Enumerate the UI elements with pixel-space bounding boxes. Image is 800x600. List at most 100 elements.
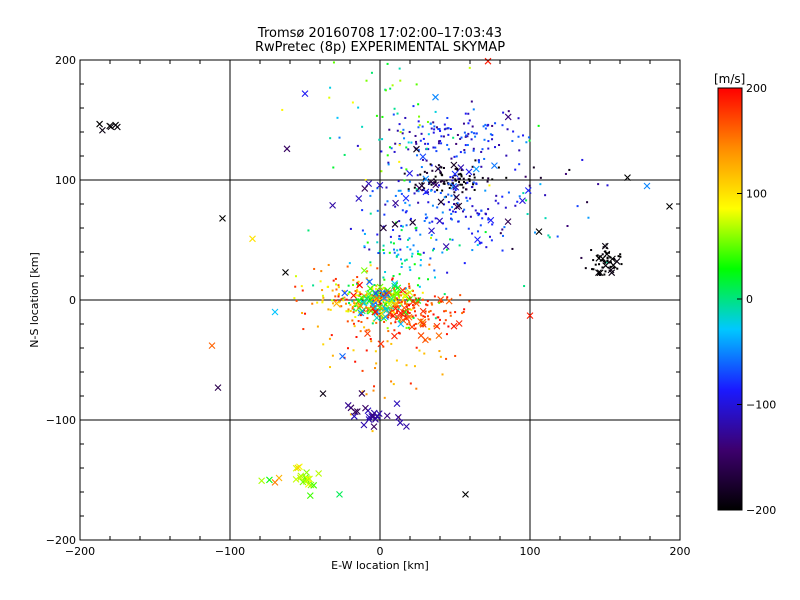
data-point-dot <box>483 157 486 160</box>
data-point-dot <box>384 270 387 273</box>
data-point-dot <box>430 234 433 237</box>
data-point-cross <box>271 479 279 486</box>
data-point-dot <box>497 202 500 205</box>
data-point-dot <box>439 129 442 132</box>
data-point-cross <box>418 182 426 189</box>
data-point-cross <box>365 180 373 188</box>
data-point-dot <box>327 263 330 266</box>
colorbar-label: [m/s] <box>714 72 745 86</box>
data-point-cross <box>419 321 427 328</box>
data-point-dot <box>414 134 417 137</box>
data-point-cross <box>399 286 406 294</box>
data-point-dot <box>357 320 360 323</box>
data-point-cross <box>504 113 512 121</box>
data-point-dot <box>505 176 508 179</box>
data-point-dot <box>596 254 599 257</box>
data-point-dot <box>390 322 393 325</box>
data-point-cross <box>402 194 410 202</box>
data-point-dot <box>412 307 415 310</box>
data-point-cross <box>383 290 390 297</box>
data-point-dot <box>356 284 359 287</box>
data-point-dot <box>495 194 498 197</box>
data-point-dot <box>365 349 368 352</box>
data-point-dot <box>369 264 372 267</box>
data-point-dot <box>447 182 450 185</box>
data-point-dot <box>406 246 409 249</box>
data-point-dot <box>347 310 350 313</box>
data-point-dot <box>446 116 449 119</box>
data-point-cross <box>409 298 417 306</box>
data-point-cross <box>435 332 443 339</box>
data-point-dot <box>398 273 401 276</box>
data-point-dot <box>398 143 401 146</box>
data-point-dot <box>304 312 307 315</box>
data-point-dot <box>430 127 433 130</box>
data-point-dot <box>352 279 355 282</box>
data-point-dot <box>397 189 400 192</box>
data-point-cross <box>113 123 121 131</box>
data-point-dot <box>501 124 504 127</box>
data-point-dot <box>356 276 359 279</box>
data-point-dot <box>427 278 430 281</box>
data-point-dot <box>407 282 410 285</box>
data-point-dot <box>436 189 439 192</box>
data-point-dot <box>445 227 448 230</box>
data-point-dot <box>491 178 494 181</box>
data-point-dot <box>606 261 609 264</box>
data-point-dot <box>441 179 444 182</box>
data-point-dot <box>426 120 429 123</box>
data-point-dot <box>407 304 410 307</box>
data-point-dot <box>576 205 579 208</box>
data-point-dot <box>343 290 346 293</box>
data-point-dot <box>433 269 436 272</box>
data-point-dot <box>394 142 397 145</box>
data-point-cross <box>271 308 279 316</box>
data-point-dot <box>415 188 418 191</box>
data-point-dot <box>454 311 457 314</box>
data-point-dot <box>472 181 475 184</box>
data-point-cross <box>383 307 390 314</box>
data-point-dot <box>409 382 412 385</box>
data-point-dot <box>352 308 355 311</box>
data-point-dot <box>507 110 510 113</box>
data-point-dot <box>484 127 487 130</box>
data-point-dot <box>372 389 375 392</box>
data-point-dot <box>487 147 490 150</box>
data-point-cross <box>613 258 621 265</box>
data-point-dot <box>384 203 387 206</box>
data-point-dot <box>400 229 403 232</box>
data-point-cross <box>341 289 349 297</box>
data-point-dot <box>363 326 366 329</box>
data-point-dot <box>294 275 297 278</box>
data-point-dot <box>380 150 383 153</box>
data-point-cross <box>383 412 391 420</box>
data-point-dot <box>417 103 420 106</box>
data-point-dot <box>465 188 468 191</box>
data-point-dot <box>407 141 410 144</box>
data-point-cross <box>356 302 364 309</box>
data-point-dot <box>387 161 390 164</box>
data-point-dot <box>423 315 426 318</box>
data-point-dot <box>383 213 386 216</box>
data-point-dot <box>482 125 485 128</box>
data-point-dot <box>458 177 461 180</box>
data-point-dot <box>468 66 471 69</box>
data-point-dot <box>396 112 399 115</box>
chart-title: Tromsø 20160708 17:02:00–17:03:43 <box>257 26 502 41</box>
data-point-dot <box>320 270 323 273</box>
data-point-cross <box>302 478 310 485</box>
data-point-dot <box>359 330 362 333</box>
data-point-dot <box>517 117 520 120</box>
data-point-dot <box>389 235 392 238</box>
data-point-dot <box>501 195 504 198</box>
data-point-dot <box>415 346 418 349</box>
data-point-dot <box>466 199 469 202</box>
data-point-dot <box>556 235 559 238</box>
data-point-cross <box>306 475 313 483</box>
data-point-dot <box>330 334 333 337</box>
data-point-dot <box>416 174 419 177</box>
data-point-cross <box>391 282 399 290</box>
data-point-dot <box>383 396 386 399</box>
data-point-dot <box>421 182 424 185</box>
data-point-dot <box>602 260 605 263</box>
